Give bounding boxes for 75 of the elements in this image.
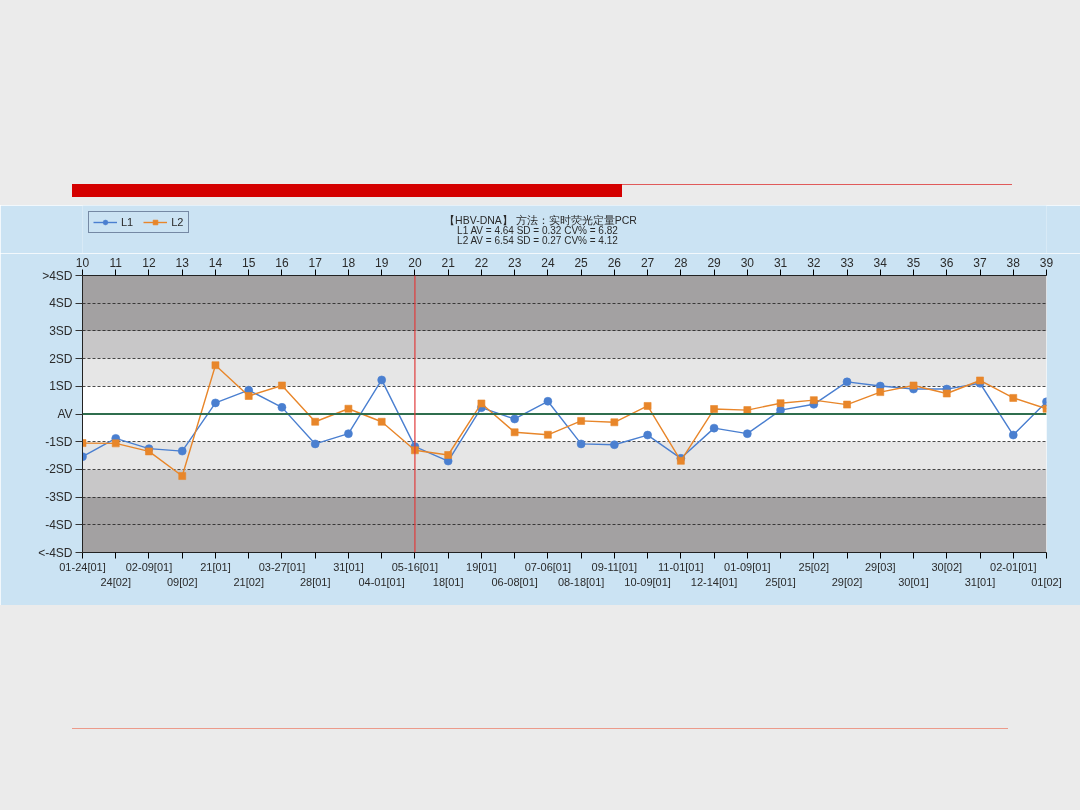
x-tick-label: 09-11[01]: [591, 560, 638, 573]
x-tick-label: 05-16[01]: [391, 560, 439, 573]
x2-tick-label: 32: [807, 255, 821, 270]
x-tick-label: 02-01[01]: [990, 560, 1037, 573]
x-tick-label: 19[01]: [466, 560, 497, 573]
x2-tick-label: 30: [740, 255, 755, 270]
x-tick-label: 01-24[01]: [59, 560, 106, 573]
x-tick-label: 29[03]: [865, 560, 896, 573]
x-tick-label: 30[01]: [898, 575, 929, 588]
x-tick-label: 25[02]: [798, 560, 830, 573]
x-tick-label: 31[01]: [333, 560, 364, 573]
y-tick-label: <-4SD: [38, 545, 73, 560]
x2-tick-label: 13: [175, 255, 190, 270]
x2-tick-label: 27: [640, 255, 655, 270]
x-tick-label: 10-09[01]: [624, 575, 671, 588]
x2-tick-label: 19: [375, 255, 389, 270]
x2-tick-label: 33: [840, 255, 855, 270]
x-tick-label: 30[02]: [931, 560, 963, 573]
x-tick-label: 01[02]: [1031, 575, 1062, 588]
x2-tick-label: 29: [707, 255, 722, 270]
y-tick-label: 4SD: [49, 296, 73, 311]
y-tick-label: AV: [57, 407, 73, 421]
x-tick-label: 04-01[01]: [358, 575, 405, 588]
x-tick-label: 01-09[01]: [724, 560, 771, 573]
y-tick-label: 3SD: [49, 323, 73, 338]
x-tick-label: 25[01]: [765, 575, 796, 588]
y-tick-label: -3SD: [45, 490, 73, 505]
x2-tick-label: 37: [973, 255, 988, 270]
x-tick-label: 12-14[01]: [690, 575, 738, 588]
y-tick-label: 1SD: [49, 379, 73, 394]
x2-tick-label: 15: [242, 255, 256, 270]
x2-tick-label: 20: [408, 255, 422, 270]
x-tick-label: 06-08[01]: [491, 575, 538, 588]
x2-tick-label: 16: [275, 255, 289, 270]
x2-tick-label: 17: [308, 255, 323, 270]
x-tick-label: 03-27[01]: [258, 560, 306, 573]
x2-tick-label: 21: [441, 255, 456, 270]
x2-tick-label: 38: [1006, 255, 1021, 270]
x2-tick-label: 34: [873, 255, 888, 270]
x-tick-label: 24[02]: [100, 575, 132, 588]
x-tick-label: 08-18[01]: [557, 575, 605, 588]
x2-tick-label: 26: [607, 255, 622, 270]
x2-tick-label: 18: [341, 255, 356, 270]
legend-label: L1: [121, 216, 134, 228]
x2-tick-label: 22: [474, 255, 489, 270]
x2-tick-label: 39: [1039, 255, 1054, 270]
x-tick-label: 09[02]: [166, 575, 198, 588]
x2-tick-label: 23: [507, 255, 522, 270]
x-tick-label: 18[01]: [432, 575, 464, 588]
x-tick-label: 29[02]: [831, 575, 863, 588]
x2-tick-label: 25: [574, 255, 589, 270]
x-tick-label: 07-06[01]: [524, 560, 572, 573]
y-tick-label: -2SD: [45, 462, 73, 477]
text: L2 AV = 6.54 SD = 0.27 CV% = 4.12: [457, 235, 619, 246]
x2-tick-label: 10: [75, 255, 90, 270]
y-tick-label: -4SD: [45, 517, 73, 532]
x2-tick-label: 36: [940, 255, 954, 270]
x-tick-label: 02-09[01]: [125, 560, 173, 573]
x-tick-label: 28[01]: [299, 575, 331, 588]
x2-tick-label: 12: [142, 255, 156, 270]
x2-tick-label: 28: [674, 255, 688, 270]
y-tick-label: -1SD: [45, 434, 73, 449]
y-tick-label: 2SD: [49, 351, 73, 366]
x2-tick-label: 31: [773, 255, 788, 270]
chart-title: 【HBV-DNA】 方法：实时荧光定量PCR: [444, 213, 638, 226]
x2-tick-label: 24: [541, 255, 555, 270]
x-tick-label: 21[01]: [200, 560, 231, 573]
y-tick-label: >4SD: [42, 268, 73, 283]
x2-tick-label: 14: [208, 255, 223, 270]
x2-tick-label: 35: [906, 255, 921, 270]
x2-tick-label: 11: [109, 255, 123, 270]
x-tick-label: 31[01]: [964, 575, 996, 588]
x-tick-label: 11-01[01]: [658, 560, 704, 573]
x-tick-label: 21[02]: [233, 575, 265, 588]
legend-label: L2: [171, 216, 184, 228]
